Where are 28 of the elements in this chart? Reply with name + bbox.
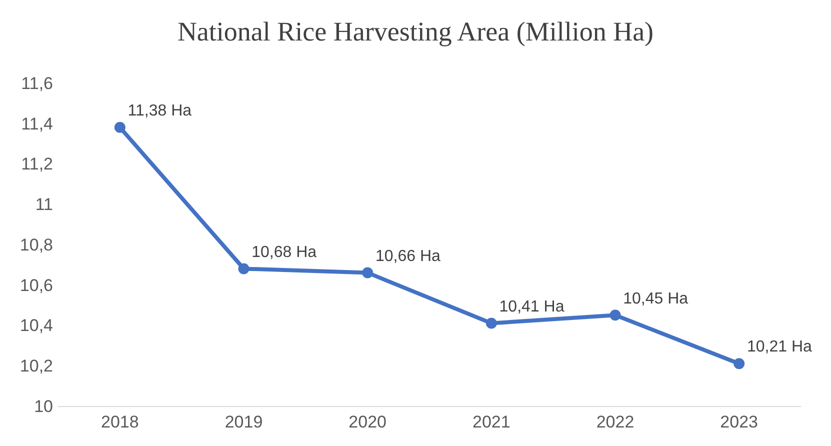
point — [734, 358, 745, 370]
data-label: 10,68 Ha — [252, 244, 317, 261]
x-tick-label: 2021 — [472, 412, 510, 432]
data-label: 10,21 Ha — [746, 338, 812, 356]
x-tick-label: 2018 — [101, 412, 139, 432]
data-label: 10,66 Ha — [375, 248, 440, 265]
data-label: 10,45 Ha — [623, 290, 688, 308]
y-tick-label: 11,4 — [21, 114, 53, 134]
point — [610, 310, 621, 321]
point — [238, 263, 250, 274]
data-label: 11,38 Ha — [128, 102, 192, 120]
point — [114, 122, 126, 133]
y-tick-label: 11,6 — [21, 74, 53, 93]
point — [362, 267, 374, 278]
y-tick-label: 10,8 — [20, 235, 53, 254]
x-tick-label: 2020 — [348, 412, 386, 432]
y-tick-label: 10 — [34, 396, 53, 416]
y-tick-label: 10,2 — [20, 356, 53, 376]
data-label: 10,41 Ha — [499, 298, 564, 316]
x-tick-label: 2019 — [224, 412, 263, 432]
y-tick-label: 11 — [35, 195, 53, 214]
x-tick-label: 2023 — [720, 412, 758, 432]
y-tick-label: 10,6 — [20, 276, 53, 295]
x-tick-label: 2022 — [596, 412, 634, 432]
y-tick-label: 10,4 — [20, 316, 53, 336]
chart-title: National Rice Harvesting Area (Million Ha) — [177, 16, 654, 47]
y-tick-label: 11,2 — [21, 154, 53, 174]
point — [486, 318, 497, 329]
